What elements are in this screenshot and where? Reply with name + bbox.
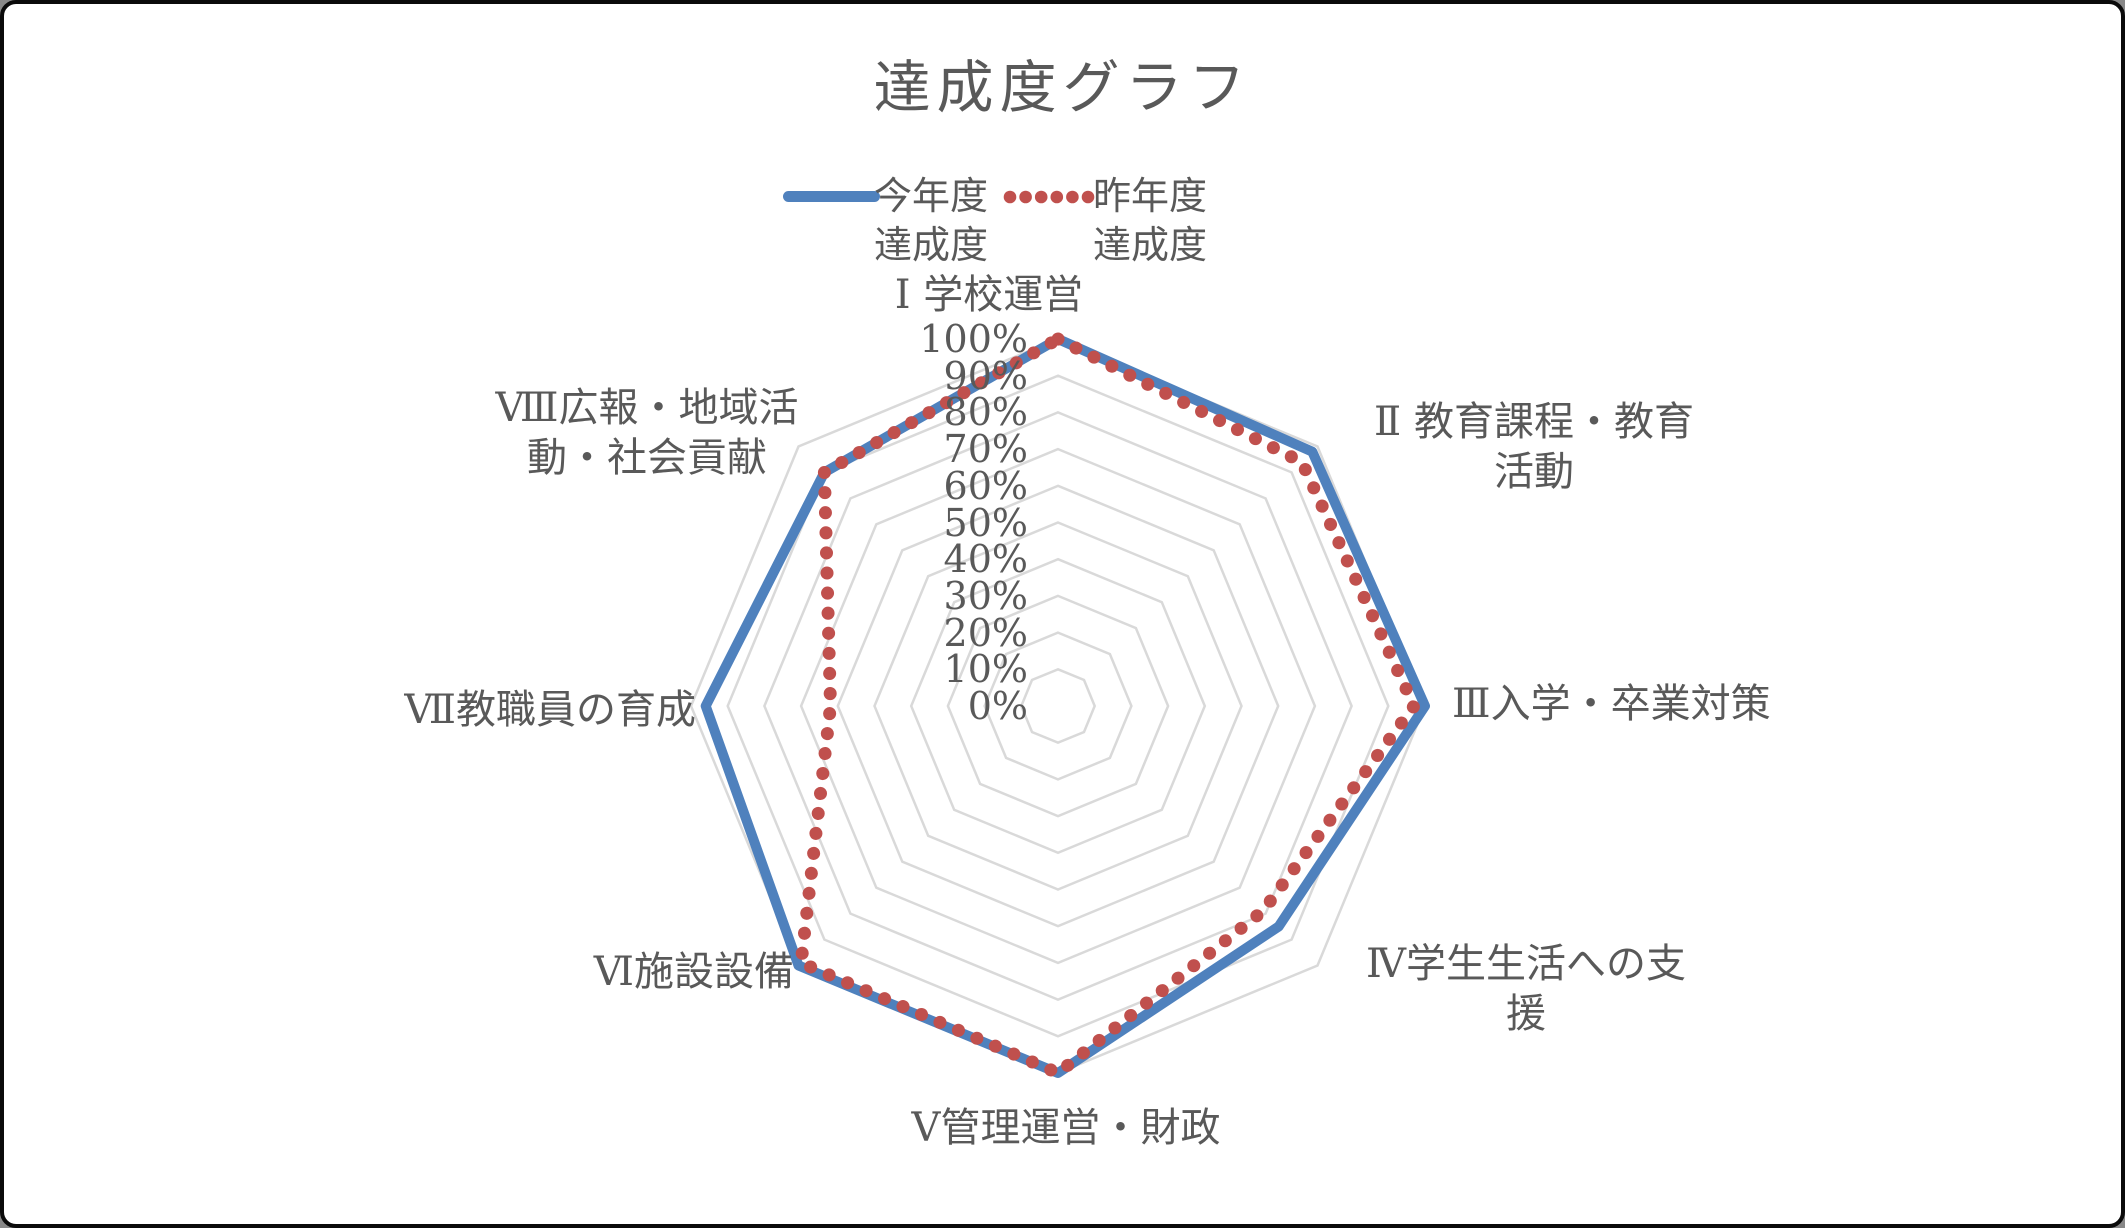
legend-label-previous-year: 昨年度 達成度 xyxy=(1092,174,1207,267)
category-label-7: Ⅶ教職員の育成 xyxy=(404,687,696,733)
scale-label-100: 100% xyxy=(919,317,1028,361)
category-label-1: Ⅰ 学校運営 xyxy=(894,272,1084,318)
category-label-3: Ⅲ入学・卒業対策 xyxy=(1452,681,1771,727)
grid-ring-90 xyxy=(726,374,1390,1038)
legend-marker-previous-year-dots xyxy=(1003,190,1095,204)
category-label-2: Ⅱ 教育課程・教育 活動 xyxy=(1374,399,1694,495)
grid-ring-60 xyxy=(836,484,1280,928)
series-previous-year-line xyxy=(794,332,1421,1080)
grid-ring-10 xyxy=(1019,667,1097,745)
scale-label-40: 40% xyxy=(943,537,1028,582)
scale-label-30: 30% xyxy=(943,573,1028,618)
legend-marker-current-year-line xyxy=(783,191,880,202)
chart-title: 達成度グラフ xyxy=(873,55,1252,121)
category-label-4: Ⅳ学生生活への支援 xyxy=(1366,941,1686,1037)
category-label-6: Ⅵ施設設備 xyxy=(593,949,794,995)
series-current-year-line xyxy=(700,334,1430,1078)
grid-ring-50 xyxy=(873,521,1243,891)
scale-label-10: 10% xyxy=(943,647,1028,692)
grid-ring-40 xyxy=(909,557,1207,855)
radar-plot xyxy=(689,332,1430,1080)
scale-label-20: 20% xyxy=(943,610,1028,655)
scale-label-90: 90% xyxy=(943,353,1028,398)
grid-ring-70 xyxy=(799,447,1317,965)
scale-label-70: 70% xyxy=(943,427,1028,472)
scale-label-60: 60% xyxy=(943,463,1028,508)
scale-label-0: 0% xyxy=(967,684,1028,728)
scale-label-50: 50% xyxy=(943,500,1028,545)
grid-ring-80 xyxy=(763,411,1353,1001)
scale-label-80: 80% xyxy=(943,390,1028,435)
category-label-5: Ⅴ管理運営・財政 xyxy=(911,1105,1221,1151)
grid-ring-30 xyxy=(946,594,1170,818)
category-label-8: Ⅷ広報・地域活 動・社会貢献 xyxy=(495,385,799,481)
legend-label-current-year: 今年度 達成度 xyxy=(873,174,988,267)
grid-ring-20 xyxy=(983,631,1133,781)
